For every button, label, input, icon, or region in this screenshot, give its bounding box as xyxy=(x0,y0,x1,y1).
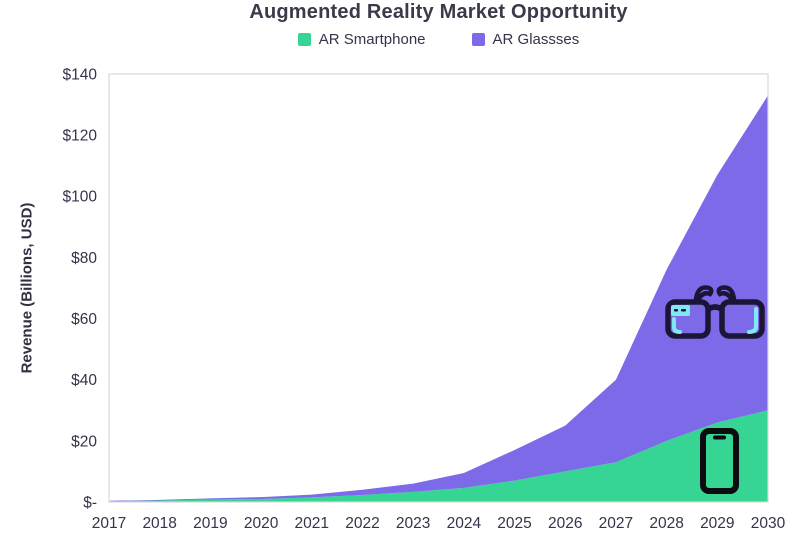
ar-smartphone-area xyxy=(109,410,768,502)
x-axis-tick-labels: 2017 2018 2019 2020 2021 2022 2023 2024 2025 2026… xyxy=(92,515,786,532)
chart-title: Augmented Reality Market Opportunity xyxy=(249,1,628,23)
y-tick-label: $40 xyxy=(71,372,97,389)
ar-glasses-icon xyxy=(665,285,765,339)
legend-item-ar-smartphone: AR Smartphone xyxy=(297,31,426,48)
y-tick-label: $60 xyxy=(71,311,97,328)
y-axis-tick-labels: $- $20 $40 $60 $80 $100 $120 $140 xyxy=(63,66,98,511)
x-tick-label: 2030 xyxy=(751,515,786,532)
y-tick-label: $80 xyxy=(71,250,97,267)
x-tick-label: 2025 xyxy=(497,515,531,532)
plot-border xyxy=(108,73,769,503)
x-tick-label: 2027 xyxy=(599,515,633,532)
x-tick-label: 2022 xyxy=(345,515,379,532)
x-tick-label: 2019 xyxy=(193,515,227,532)
ar-glasses-area xyxy=(109,95,768,502)
x-tick-label: 2017 xyxy=(92,515,126,532)
legend-item-ar-glasses: AR Glassses xyxy=(471,31,580,48)
x-tick-label: 2029 xyxy=(700,515,734,532)
x-tick-label: 2024 xyxy=(447,515,482,532)
x-tick-label: 2023 xyxy=(396,515,430,532)
legend-label-glasses: AR Glassses xyxy=(492,31,580,48)
legend-swatch-glasses-icon xyxy=(471,33,485,46)
y-tick-label: $- xyxy=(83,494,97,511)
x-tick-label: 2018 xyxy=(142,515,176,532)
y-tick-label: $120 xyxy=(63,128,98,145)
x-tick-label: 2026 xyxy=(548,515,582,532)
y-tick-label: $140 xyxy=(63,66,98,83)
legend-swatch-smartphone-icon xyxy=(297,33,311,46)
legend: AR Smartphone AR Glassses xyxy=(109,31,768,48)
legend-label-smartphone: AR Smartphone xyxy=(318,31,426,48)
ar-smartphone-icon xyxy=(700,428,739,494)
y-tick-label: $20 xyxy=(71,433,97,450)
x-tick-label: 2028 xyxy=(649,515,683,532)
y-tick-label: $100 xyxy=(63,189,98,206)
x-tick-label: 2021 xyxy=(295,515,329,532)
x-tick-label: 2020 xyxy=(244,515,279,532)
